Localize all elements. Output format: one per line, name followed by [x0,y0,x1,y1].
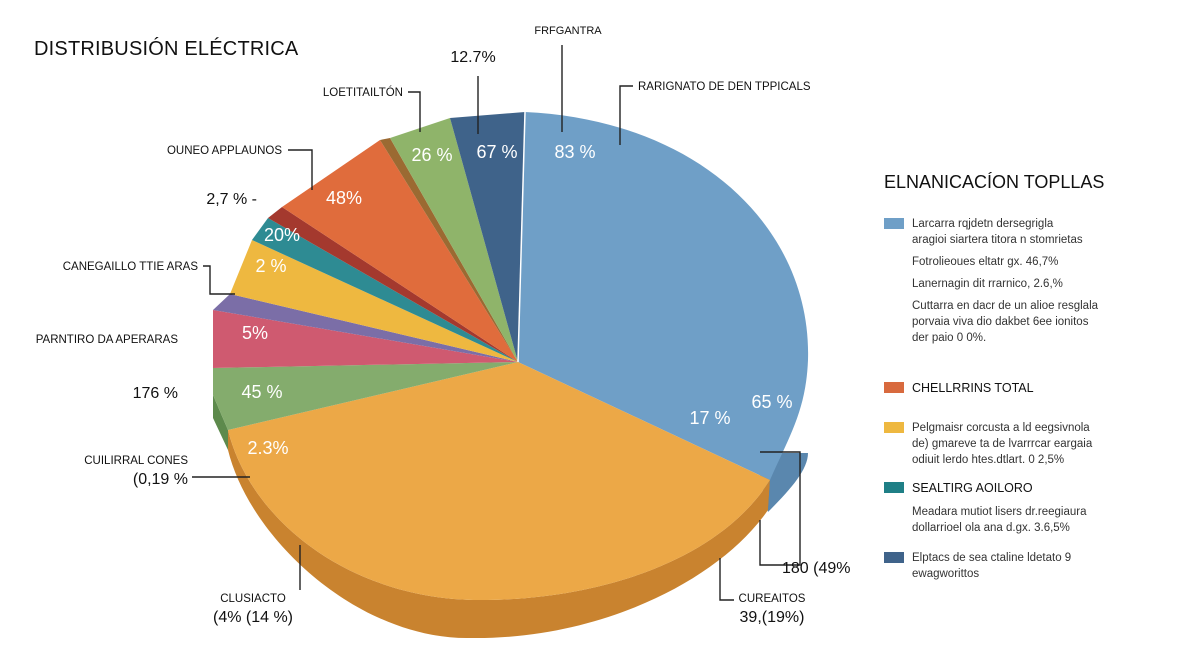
legend-line-2-1: de) gmareve ta de lvarrrcar eargaia [912,438,1093,450]
slice-green-top [390,118,518,362]
legend-line-0-1: aragioi siartera titora n stomrietas [912,234,1083,246]
leader-cureaitos [719,558,734,601]
slice-darkred [268,207,518,362]
callout-cuilirral-line-0: CUILIRRAL CONES [84,455,188,467]
legend-text-5: Elptacs de sea ctaline ldetato 9 ewagwori… [912,550,1071,582]
slice-pink [213,310,518,368]
slice-label-3: 2.3% [247,438,288,458]
legend-line-0-2: Fotrolieoues eltatr gx. 46,7% [912,256,1059,268]
legend-line-0-6: der paio 0 0%. [912,332,987,344]
slice-orange [228,362,770,600]
pie-faces [213,111,809,600]
legend-line-3-0: SEALTIRG AOILORO [912,481,1033,495]
callout-frfgantra-line-0: FRFGANTRA [534,25,602,37]
legend: ELNANICACÍON TOPLLAS Larcarra rqjdetn de… [884,172,1184,580]
slice-orange-red [282,140,518,362]
callout-cureaitos-line-0: CUREAITOS [739,593,806,605]
slice-label-2: 65 % [751,392,792,412]
legend-swatch-2 [884,422,904,433]
slice-label-5: 5% [242,323,268,343]
callout-pct-27-line-0: 2,7 % - [206,191,257,208]
slice-purple [213,294,518,362]
pie-side-orange [228,430,770,639]
slice-label-8: 20% [264,225,300,245]
slice-label-11: 26 % [411,145,452,165]
pie-side-green [213,395,228,450]
slice-label-4: 45 % [241,382,282,402]
slice-yellow [230,240,518,362]
legend-line-0-5: porvaia viva dio dakbet 6ee ionitos [912,316,1089,328]
callout-cureaitos-line-1: 39,(19%) [740,609,805,626]
callout-clusiacto-line-0: CLUSIACTO [220,593,286,605]
legend-line-0-4: Cuttarra en dacr de un alioe resglala [912,300,1099,312]
callout-clusiacto-line-1: (4% (14 %) [213,609,293,626]
slice-labels: 83 % 17 % 65 % 2.3% 45 % 5% 2 % 20% 48% 26 % 67 % [241,142,792,458]
leader-pct-180 [759,451,801,566]
slice-green-bottom [213,362,518,430]
legend-line-2-2: odiuit lerdo htes.dtlart. 0 2,5% [912,454,1065,466]
legend-text-3: SEALTIRG AOILORO [912,480,1033,496]
legend-swatch-1 [884,382,904,393]
legend-line-5-0: Elptacs de sea ctaline ldetato 9 [912,552,1072,564]
legend-line-1-0: CHELLRRINS TOTAL [912,381,1034,395]
leader-ouneo [288,149,313,190]
slice-label-0: 83 % [554,142,595,162]
legend-line-0-0: Larcarra rqjdetn dersegrigla [912,218,1054,230]
legend-swatch-0 [884,218,904,229]
slice-navy [450,112,525,362]
callout-pct-180-line-0: 180 (49% [782,560,851,577]
slice-teal [252,218,518,362]
legend-line-2-0: Pelgmaisr corcusta a ld eegsivnola [912,422,1090,434]
leader-lines [192,45,801,601]
legend-line-5-1: ewagworittos [912,568,980,580]
callout-canegailo-line-0: CANEGAILLO TTIE ARAS [63,261,199,273]
slice-label-1: 17 % [689,408,730,428]
legend-swatch-4 [884,506,904,517]
pie-white-divider [517,111,526,363]
leader-canegailo [203,265,235,295]
chart-title: DISTRIBUSIÓN ELÉCTRICA [34,38,299,60]
callout-loetitaiton-line-0: LOETITAILTÓN [323,86,403,99]
callout-cuilirral-line-1: (0,19 % [133,471,188,488]
legend-text-0: Larcarra rqjdetn dersegrigla aragioi siar… [912,216,1098,346]
callout-pct-176-line-0: 176 % [133,385,178,402]
slice-label-7: 2 % [255,256,286,276]
legend-title: ELNANICACÍON TOPLLAS [884,172,1105,192]
legend-text-4: Meadara mutiot lisers dr.reegiaura dollar… [912,504,1087,536]
callout-rarignato-line-0: RARIGNATO DE DEN TPPICALS [638,81,811,93]
legend-line-0-3: Lanernagin dit rrarnico, 2.6,% [912,278,1063,290]
slice-label-10: 48% [326,188,362,208]
callout-top-pct-line-0: 12.7% [450,49,495,66]
legend-line-4-0: Meadara mutiot lisers dr.reegiaura [912,506,1087,518]
slice-label-12: 67 % [476,142,517,162]
slice-brown-gap [380,138,518,362]
legend-swatch-3 [884,482,904,493]
callout-texts: FRFGANTRA 12.7% RARIGNATO DE DEN TPPICALS L… [36,25,851,626]
legend-swatch-5 [884,552,904,563]
legend-text-2: Pelgmaisr corcusta a ld eegsivnola de) gm… [912,420,1092,468]
leader-loetitaiton [408,91,421,132]
callout-parntiro-line-0: PARNTIRO DA APERARAS [36,334,179,346]
callout-ouneo-line-0: OUNEO APPLAUNOS [167,145,282,157]
legend-text-1: CHELLRRINS TOTAL [912,380,1034,396]
leader-rarignato [619,85,633,145]
slice-blue [518,112,809,480]
legend-line-4-1: dollarrioel ola ana d.gx. 3.6,5% [912,522,1070,534]
